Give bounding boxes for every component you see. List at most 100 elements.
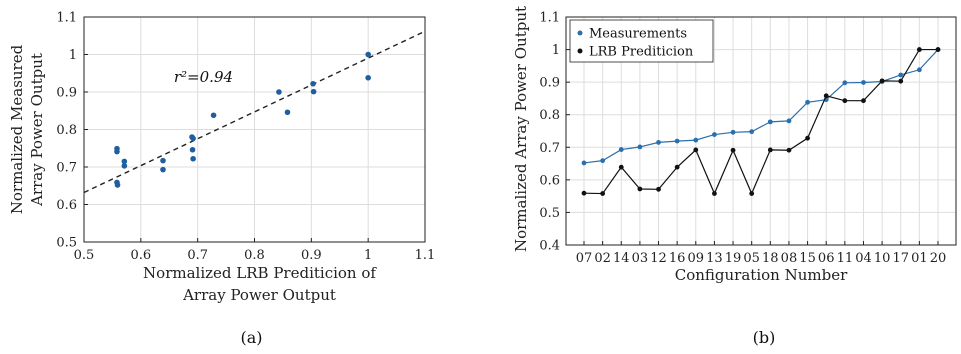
scatter-point [121,163,128,169]
scatter-point [284,109,291,116]
x-tick-label: 0.6 [130,248,151,263]
series-point [618,164,624,170]
y-tick-label: 0.5 [539,206,560,221]
x-tick-label: 04 [855,251,872,266]
x-tick-label: 18 [762,251,779,266]
y-tick-label: 0.6 [539,173,560,188]
scatter-point [365,51,371,58]
series-point [916,67,922,73]
x-axis-label-line1: Normalized LRB Prediticion of [143,264,377,282]
series-point [712,191,717,196]
legend-box [569,19,714,63]
x-tick-label: 1.1 [415,248,436,263]
x-axis-label: Configuration Number [675,266,848,284]
scatter-point [190,155,196,162]
series-point [581,160,587,166]
scatter-point [210,112,217,119]
scatter-point [189,146,196,153]
x-tick-label: 01 [911,251,928,266]
series-point [935,47,941,52]
x-tick-label: 07 [576,251,593,266]
y-tick-label: 1 [69,48,77,63]
legend-label: Measurements [589,27,687,42]
series-point [879,78,885,84]
x-tick-label: 1 [364,248,372,263]
legend-marker [577,48,583,54]
y-axis-label: Normalized Array Power Output [512,6,530,252]
series-line-measurements [583,49,939,164]
series-point [898,72,904,78]
y-tick-label: 0.5 [56,236,77,251]
series-point [730,129,736,135]
series-point [712,132,717,137]
series-line-lrb-prediction [583,48,938,196]
series-point [637,144,643,150]
series-point [842,98,848,104]
x-axis-label-line2: Array Power Output [182,286,336,304]
x-tick-label: 17 [892,251,909,266]
scatter-point [160,157,166,164]
x-tick-label: 10 [874,251,891,266]
caption-a: (a) [240,328,262,347]
series-point [730,147,736,153]
y-axis-label-line2: Array Power Output [28,53,46,207]
x-tick-label: 13 [706,251,723,266]
series-point [693,137,699,143]
series-point [581,190,587,196]
series-point [618,147,624,152]
series-point [861,98,866,104]
x-tick-label: 0.8 [244,248,265,263]
scatter-point [114,182,121,188]
series-point [861,80,866,85]
x-tick-label: 02 [594,251,611,266]
y-tick-label: 0.9 [539,76,560,91]
series-point [600,158,606,164]
series-point [749,191,755,196]
y-tick-label: 0.4 [539,239,560,254]
scatter-point [365,74,371,81]
x-tick-label: 09 [688,251,705,266]
scatter-point [276,89,282,95]
y-tick-label: 0.8 [539,108,560,123]
legend-label: LRB Prediticion [589,45,694,60]
series-point [656,186,661,192]
y-tick-label: 0.9 [56,86,77,101]
y-axis-label-line1: Normalized Measured [8,44,26,214]
series-point [600,191,606,196]
series-point [656,140,661,145]
scatter-point [114,148,120,155]
y-tick-label: 1.1 [539,11,560,26]
series-point [674,164,680,170]
series-point [916,47,922,52]
x-tick-label: 05 [743,251,760,266]
scatter-chart-a: 0.5 0.6 0.7 0.8 0.9 1 1.1 0.5 0.6 0.7 0.8 0.9 1 1.1 No… [8,11,435,348]
legend-marker [577,30,583,36]
y-tick-label: 1 [552,43,560,58]
y-tick-label: 0.6 [56,198,77,213]
axes-box-b [565,16,957,246]
y-tick-label: 1.1 [56,11,77,26]
series-point [842,80,848,86]
x-tick-label: 0.9 [301,248,322,263]
series-point [767,119,773,125]
series-point [767,147,773,153]
line-chart-b: 07 02 14 03 12 16 09 13 19 05 18 08 15 06 11 04 10 17 01 20… [512,6,957,347]
x-tick-label: 08 [781,251,798,266]
series-point [786,118,792,124]
x-tick-label: 06 [818,251,835,266]
scatter-point [190,135,196,142]
x-tick-label: 14 [613,251,630,266]
scatter-point [160,166,166,173]
series-point [637,186,643,192]
y-tick-label: 0.7 [539,141,560,156]
series-point [674,138,680,144]
caption-b: (b) [753,328,776,347]
series-point [805,135,810,141]
scatter-point [310,80,316,87]
series-point [693,147,699,153]
x-tick-label: 0.5 [74,248,95,263]
x-tick-label: 20 [930,251,947,266]
x-tick-label: 16 [669,251,686,266]
x-tick-label: 11 [837,251,854,266]
